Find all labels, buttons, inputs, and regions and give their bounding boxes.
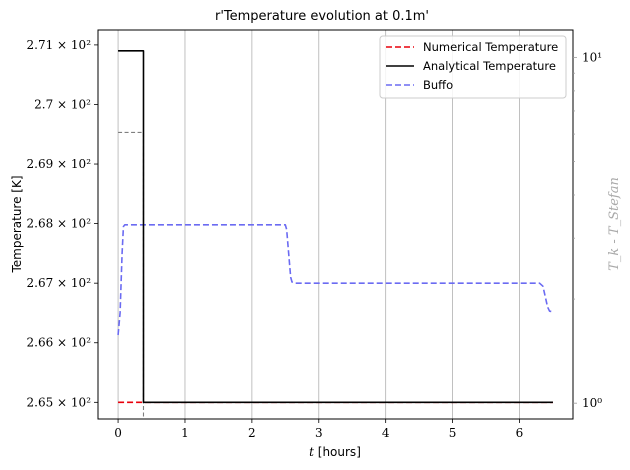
y-tick-label-0: 2.65 × 10² — [27, 395, 92, 409]
y2-tick-label-0: 10⁰ — [582, 396, 602, 410]
y-tick-label-1: 2.66 × 10² — [27, 336, 92, 350]
x-tick-label-5: 5 — [449, 426, 457, 440]
legend-label-numerical: Numerical Temperature — [423, 40, 558, 54]
series-analytical-temperature — [118, 50, 553, 404]
legend-frame — [379, 35, 567, 99]
y-tick-label-4: 2.69 × 10² — [27, 157, 92, 171]
y-tick-label-6: 2.71 × 10² — [27, 38, 92, 52]
x-tick-label-3: 3 — [315, 426, 323, 440]
x-tick-label-6: 6 — [516, 426, 524, 440]
y-tick-label-2: 2.67 × 10² — [27, 276, 92, 290]
x-tick-label-0: 0 — [114, 426, 122, 440]
y-axis-label: Temperature [K] — [10, 175, 24, 273]
chart-title: r'Temperature evolution at 0.1m' — [215, 9, 429, 24]
y2-tick-label-1: 10¹ — [582, 50, 602, 64]
x-tick-label-1: 1 — [181, 426, 189, 440]
series-buffo — [117, 224, 554, 336]
x-axis: 0 1 2 3 4 5 6 — [114, 419, 523, 440]
legend-label-buffo: Buffo — [423, 78, 453, 92]
y-tick-label-5: 2.7 × 10² — [34, 97, 91, 111]
y-axis-right: 10⁰ 10¹ — [573, 50, 602, 410]
legend-label-analytical: Analytical Temperature — [423, 59, 556, 73]
y-tick-label-3: 2.68 × 10² — [27, 217, 92, 231]
series-layer — [117, 50, 554, 419]
x-axis-label: t [hours] — [309, 445, 361, 459]
plot-area-frame — [97, 29, 574, 420]
y-axis-left: 2.65 × 10² 2.66 × 10² 2.67 × 10² 2.68 × 10²… — [27, 38, 98, 409]
y2-axis-label: T_k - T_Stefan — [607, 177, 622, 271]
x-tick-label-4: 4 — [382, 426, 390, 440]
x-tick-label-2: 2 — [248, 426, 256, 440]
legend: Numerical Temperature Analytical Tempera… — [379, 35, 567, 99]
